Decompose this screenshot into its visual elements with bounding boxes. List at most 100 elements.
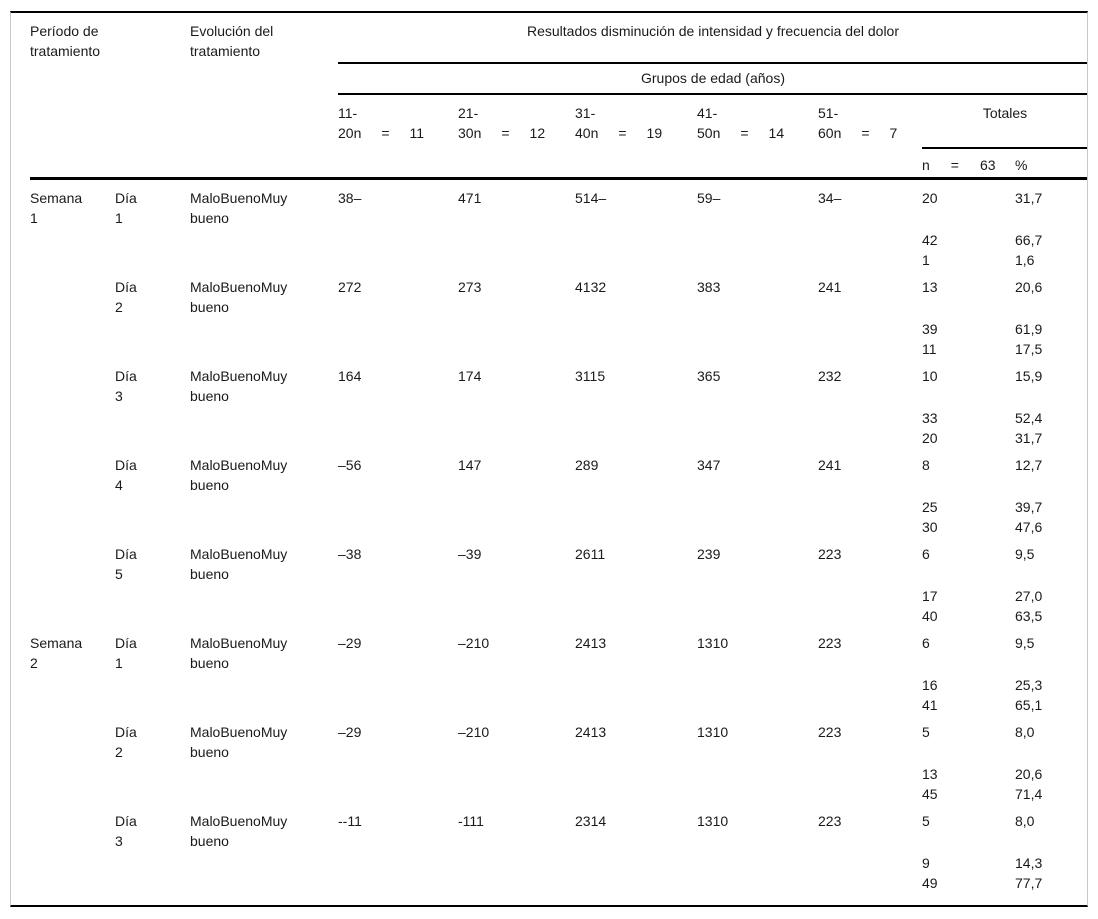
total-n-value: 6 [922,635,930,651]
equals-sign: = [740,125,749,141]
total-n-value: 33 [922,410,938,426]
empty-cells [30,319,922,339]
day-block: Día 2 MaloBuenoMuy bueno –29 –210 2413 1310 22… [30,722,1087,811]
empty-cells [30,873,922,893]
day-block: Semana 2 Día 1 MaloBuenoMuy bueno –29 –210 24… [30,633,1087,722]
total-pct-value: 8,0 [1015,813,1035,829]
table-row: 13 20,6 [30,764,1087,784]
total-n-value: 41 [922,697,938,713]
empty-cells [30,853,922,873]
evolution-label: MaloBuenoMuy bueno [190,190,288,226]
empty-cells [30,428,922,448]
age-group-value: 1310 [697,635,729,651]
age-n-row: 30n = 12 [458,123,575,143]
age-group-value: 239 [697,546,721,562]
evolution-label: MaloBuenoMuy bueno [190,457,288,493]
age-group-value: –38 [338,546,362,562]
week-label [30,811,90,853]
age-group-value: –39 [458,546,482,562]
table-row: 1 1,6 [30,250,1087,270]
total-pct-value: 17,5 [1015,341,1043,357]
equals-sign: = [861,125,870,141]
table-row: Día 5 MaloBuenoMuy bueno –38 –39 2611 239 223 6… [30,544,1087,586]
day-label: Día 2 [115,279,137,315]
age-group-value: 241 [818,457,842,473]
header-rule [922,147,1087,149]
table-row: Día 3 MaloBuenoMuy bueno --11 -111 2314 1310 2… [30,811,1087,853]
age-group-headers: 11- 20n = 11 21- 30n = 12 31 [338,95,1087,177]
table-row: Día 2 MaloBuenoMuy bueno 272 273 4132 383 241 1… [30,277,1087,319]
week-label [30,544,90,586]
header-rule [338,93,1087,95]
total-n-value: 17 [922,588,938,604]
day-block: Día 2 MaloBuenoMuy bueno 272 273 4132 383 241 1… [30,277,1087,366]
table-row: Semana 2 Día 1 MaloBuenoMuy bueno –29 –210 24… [30,633,1087,675]
total-n-value: 45 [922,786,938,802]
evolution-label: MaloBuenoMuy bueno [190,368,288,404]
total-pct-value: 20,6 [1015,766,1043,782]
total-n-value: 1 [922,252,930,268]
age-group-value: 2413 [575,724,607,740]
total-pct-value: 31,7 [1015,430,1043,446]
day-block: Día 3 MaloBuenoMuy bueno 164 174 3115 365 232 1… [30,366,1087,455]
age-group-value: 383 [697,279,721,295]
age-group-header: 51- 60n = 7 [818,95,922,177]
total-pct-value: 31,7 [1015,190,1043,206]
age-group-value: 347 [697,457,721,473]
table-header: Período de tratamiento Evolución del tra… [30,13,1087,177]
age-group-value: 174 [458,368,482,384]
total-pct-value: 27,0 [1015,588,1043,604]
total-pct-value: 8,0 [1015,724,1035,740]
equals-sign: = [501,125,510,141]
day-block: Día 5 MaloBuenoMuy bueno –38 –39 2611 239 223 6… [30,544,1087,633]
results-header-group: Resultados disminución de intensidad y f… [338,13,1087,177]
day-label: Día 1 [115,635,137,671]
table-row: 49 77,7 [30,873,1087,893]
total-pct-value: 25,3 [1015,677,1043,693]
total-pct-value: 14,3 [1015,855,1043,871]
age-group-value: 232 [818,368,842,384]
table-row: Día 2 MaloBuenoMuy bueno –29 –210 2413 1310 22… [30,722,1087,764]
age-n-row: 60n = 7 [818,123,922,143]
age-group-value: 164 [338,368,362,384]
age-group-value: -111 [458,813,484,829]
header-body-separator [30,177,1087,180]
age-group-value: 1310 [697,813,729,829]
age-group-value: –210 [458,635,490,651]
total-pct-value: 71,4 [1015,786,1043,802]
age-group-value: –29 [338,635,362,651]
age-n-label: 20n [338,125,362,141]
age-group-value: 272 [338,279,362,295]
results-table: Período de tratamiento Evolución del tra… [10,11,1088,907]
total-n-value: 39 [922,321,938,337]
total-n-value: 10 [922,368,938,384]
empty-cells [30,517,922,537]
age-n-row: 20n = 11 [338,123,458,143]
total-n-value: 40 [922,608,938,624]
totales-n-header: n = 63 [922,155,1015,177]
empty-cells [30,497,922,517]
table-row: 41 65,1 [30,695,1087,715]
total-pct-value: 15,9 [1015,368,1043,384]
table-row: 9 14,3 [30,853,1087,873]
age-n-row: 50n = 14 [697,123,818,143]
age-group-value: 223 [818,813,842,829]
total-pct-value: 52,4 [1015,410,1043,426]
age-group-value: 223 [818,724,842,740]
age-group-value: 2314 [575,813,607,829]
total-pct-value: 12,7 [1015,457,1043,473]
age-group-value: 514– [575,190,607,206]
age-n-label: 30n [458,125,482,141]
empty-cells [30,606,922,626]
day-label: Día 4 [115,457,137,493]
age-group-value: 38– [338,190,362,206]
age-n-count: 14 [768,125,785,141]
age-group-value: 3115 [575,368,606,384]
table-row: 16 25,3 [30,675,1087,695]
evolution-label: MaloBuenoMuy bueno [190,279,288,315]
totales-n-label: n [922,157,930,173]
age-group-value: 2611 [575,546,606,562]
totales-subheader: n = 63 % [922,149,1087,177]
age-group-header: 31- 40n = 19 [575,95,697,177]
